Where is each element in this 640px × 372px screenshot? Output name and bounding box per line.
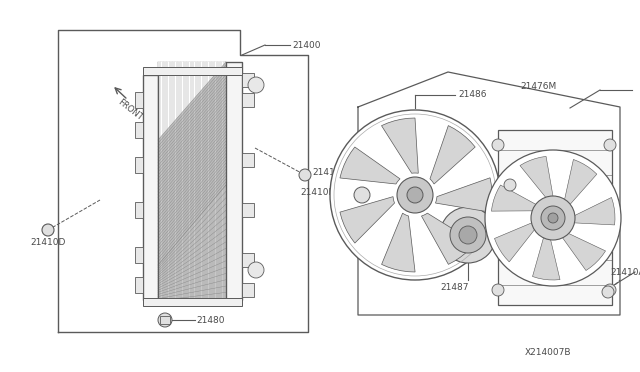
Bar [242, 283, 254, 297]
Bar [135, 247, 143, 263]
Text: 21476M: 21476M [520, 82, 556, 91]
Bar [242, 203, 254, 217]
Polygon shape [430, 126, 476, 184]
Text: 21410D: 21410D [525, 158, 561, 167]
Circle shape [450, 217, 486, 253]
Circle shape [604, 284, 616, 296]
Polygon shape [381, 213, 415, 272]
Polygon shape [340, 197, 394, 243]
Bar [242, 153, 254, 167]
Polygon shape [560, 232, 605, 270]
Bar [143, 75, 158, 300]
Circle shape [492, 139, 504, 151]
Polygon shape [340, 147, 400, 184]
Polygon shape [422, 213, 476, 264]
Text: 21486: 21486 [458, 90, 486, 99]
Bar [242, 93, 254, 107]
Bar [135, 122, 143, 138]
Text: 21410D: 21410D [30, 238, 65, 247]
Bar [226, 62, 242, 300]
Bar [135, 92, 143, 108]
Polygon shape [381, 118, 419, 173]
Circle shape [248, 262, 264, 278]
Circle shape [504, 179, 516, 191]
Circle shape [548, 213, 558, 223]
Text: 21410A: 21410A [610, 268, 640, 277]
Polygon shape [564, 160, 597, 207]
Polygon shape [158, 62, 226, 140]
Bar [135, 277, 143, 293]
Circle shape [492, 284, 504, 296]
Polygon shape [158, 62, 226, 185]
Circle shape [42, 224, 54, 236]
Polygon shape [492, 185, 540, 211]
Circle shape [440, 207, 496, 263]
Circle shape [397, 177, 433, 213]
Polygon shape [158, 185, 226, 305]
Bar [226, 62, 242, 300]
Bar [158, 62, 226, 305]
Text: 21410D: 21410D [312, 168, 348, 177]
Bar [135, 202, 143, 218]
Bar [242, 253, 254, 267]
Circle shape [158, 313, 172, 327]
Polygon shape [570, 198, 615, 225]
Circle shape [459, 226, 477, 244]
Bar [143, 75, 158, 300]
Polygon shape [532, 234, 560, 280]
Circle shape [248, 77, 264, 93]
Circle shape [485, 150, 621, 286]
Text: 21487: 21487 [441, 283, 469, 292]
Bar [143, 298, 242, 306]
Text: 21400: 21400 [292, 41, 321, 50]
Text: X214007B: X214007B [525, 348, 572, 357]
Polygon shape [158, 185, 226, 305]
Text: FRONT: FRONT [116, 97, 144, 122]
Bar [160, 316, 170, 324]
Polygon shape [495, 221, 537, 262]
Bar [135, 157, 143, 173]
Bar [498, 130, 612, 305]
Circle shape [330, 110, 500, 280]
Text: 21410B: 21410B [300, 188, 335, 197]
Polygon shape [158, 182, 226, 300]
Circle shape [604, 139, 616, 151]
Polygon shape [435, 178, 492, 212]
Circle shape [531, 196, 575, 240]
Circle shape [602, 286, 614, 298]
Polygon shape [158, 62, 226, 265]
Circle shape [407, 187, 423, 203]
Bar [242, 73, 254, 87]
Circle shape [299, 169, 311, 181]
Circle shape [541, 206, 565, 230]
Bar [143, 67, 242, 75]
Circle shape [354, 187, 370, 203]
Polygon shape [520, 156, 554, 201]
Text: 21480: 21480 [196, 316, 225, 325]
